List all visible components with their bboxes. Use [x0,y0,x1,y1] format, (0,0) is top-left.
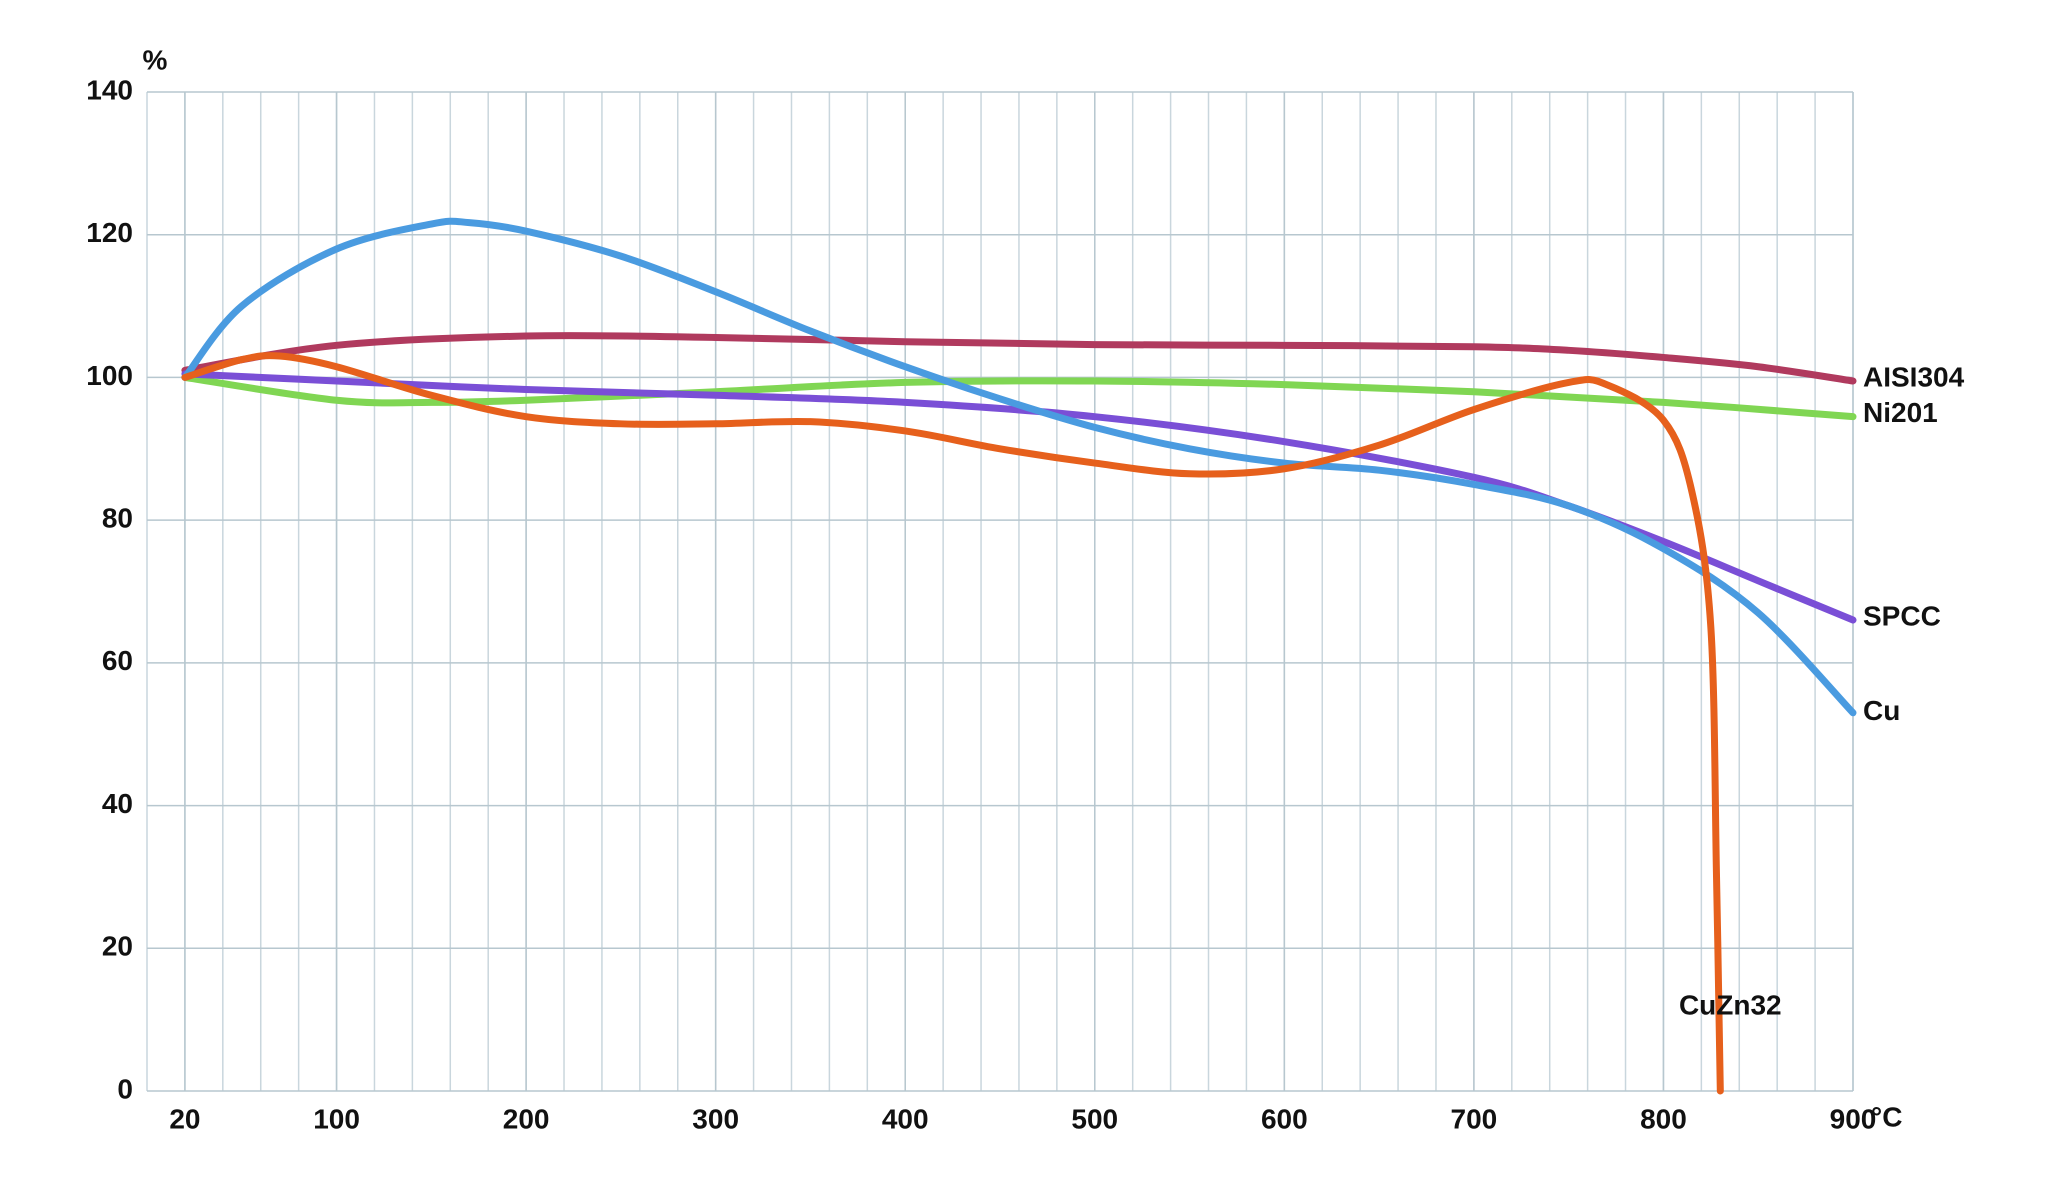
y-axis-label: % [143,44,168,75]
series-label: SPCC [1863,600,1941,631]
y-tick-label: 60 [102,645,133,676]
y-tick-label: 120 [86,217,133,248]
series-label: CuZn32 [1679,989,1782,1020]
y-tick-label: 140 [86,74,133,105]
x-axis-label: °C [1871,1101,1902,1132]
y-tick-label: 80 [102,503,133,534]
series-line [181,352,1724,1095]
x-tick-label: 600 [1261,1103,1308,1134]
y-tick-label: 0 [117,1073,133,1104]
series-label: Ni201 [1863,397,1938,428]
y-tick-label: 100 [86,360,133,391]
x-tick-label: 400 [882,1103,929,1134]
x-tick-label: 20 [169,1103,200,1134]
x-tick-label: 100 [313,1103,360,1134]
x-tick-label: 500 [1071,1103,1118,1134]
y-tick-label: 20 [102,931,133,962]
x-tick-label: 300 [692,1103,739,1134]
x-tick-label: 700 [1451,1103,1498,1134]
series-label: Cu [1863,695,1900,726]
x-tick-label: 800 [1640,1103,1687,1134]
x-tick-label: 200 [503,1103,550,1134]
x-tick-label: 900 [1830,1103,1877,1134]
series-line [181,217,1857,717]
y-tick-label: 40 [102,788,133,819]
series-line [181,370,1857,624]
series-label: AISI304 [1863,361,1965,392]
series-line [181,332,1857,385]
